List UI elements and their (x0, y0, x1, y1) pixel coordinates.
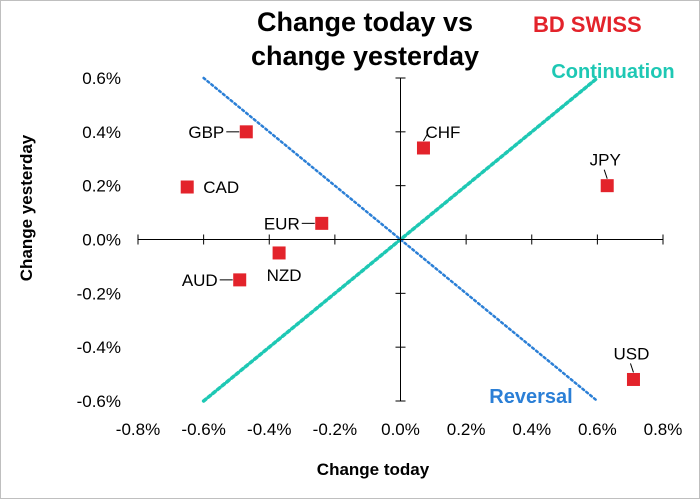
y-tick-labels: 0.6% 0.4% 0.2% 0.0% -0.2% -0.4% -0.6% (77, 69, 121, 411)
y-tick-label: -0.2% (77, 284, 121, 303)
y-tick-label: -0.6% (77, 392, 121, 411)
x-tick-labels: -0.8% -0.6% -0.4% -0.2% 0.0% 0.2% 0.4% 0.6% 0.8% (116, 420, 683, 439)
x-tick-label: -0.2% (313, 420, 357, 439)
marker-usd (626, 372, 640, 386)
logo-text-swiss: SWISS (571, 12, 642, 37)
label-eur: EUR (264, 214, 300, 233)
leader-jpy (603, 169, 608, 179)
marker-nzd (272, 246, 286, 260)
zone-label-continuation: Continuation (551, 61, 674, 83)
x-tick-label: 0.6% (578, 420, 617, 439)
label-aud: AUD (182, 271, 218, 290)
x-tick-label: -0.6% (181, 420, 225, 439)
marker-eur (315, 216, 329, 230)
marker-chf (416, 141, 430, 155)
leader-usd (629, 363, 634, 373)
x-tick-label: 0.2% (447, 420, 486, 439)
marker-cad (180, 180, 194, 194)
label-cad: CAD (203, 178, 239, 197)
marker-gbp (239, 125, 253, 139)
title-line-2: change yesterday (251, 41, 479, 71)
x-tick-label: -0.4% (247, 420, 291, 439)
chart-title: Change today vs change yesterday (251, 7, 479, 71)
data-points: GBP CAD EUR NZD AUD CHF JPY USD (180, 123, 650, 386)
title-line-1: Change today vs (257, 7, 473, 37)
marker-aud (233, 273, 247, 287)
x-tick-label: 0.4% (512, 420, 551, 439)
y-tick-label: 0.6% (82, 69, 121, 88)
logo-text-bd: BD (533, 12, 565, 37)
axes (137, 77, 664, 402)
bdswiss-logo: BD SWISS (533, 12, 642, 37)
x-tick-label: 0.0% (381, 420, 420, 439)
y-tick-label: 0.2% (82, 177, 121, 196)
x-tick-label: -0.8% (116, 420, 160, 439)
zone-labels: Continuation Reversal (489, 61, 674, 408)
y-tick-label: -0.4% (77, 338, 121, 357)
label-gbp: GBP (188, 123, 224, 142)
label-chf: CHF (425, 123, 460, 142)
x-axis-title: Change today (317, 460, 430, 479)
y-tick-label: 0.0% (82, 231, 121, 250)
label-jpy: JPY (590, 151, 621, 170)
leader-chf (423, 133, 428, 142)
x-tick-label: 0.8% (644, 420, 683, 439)
label-nzd: NZD (267, 266, 302, 285)
zone-label-reversal: Reversal (489, 386, 572, 408)
logo-text: BD SWISS (533, 12, 642, 37)
label-usd: USD (614, 344, 650, 363)
marker-jpy (600, 179, 614, 193)
y-tick-label: 0.4% (82, 123, 121, 142)
y-axis-title: Change yesterday (17, 134, 36, 281)
